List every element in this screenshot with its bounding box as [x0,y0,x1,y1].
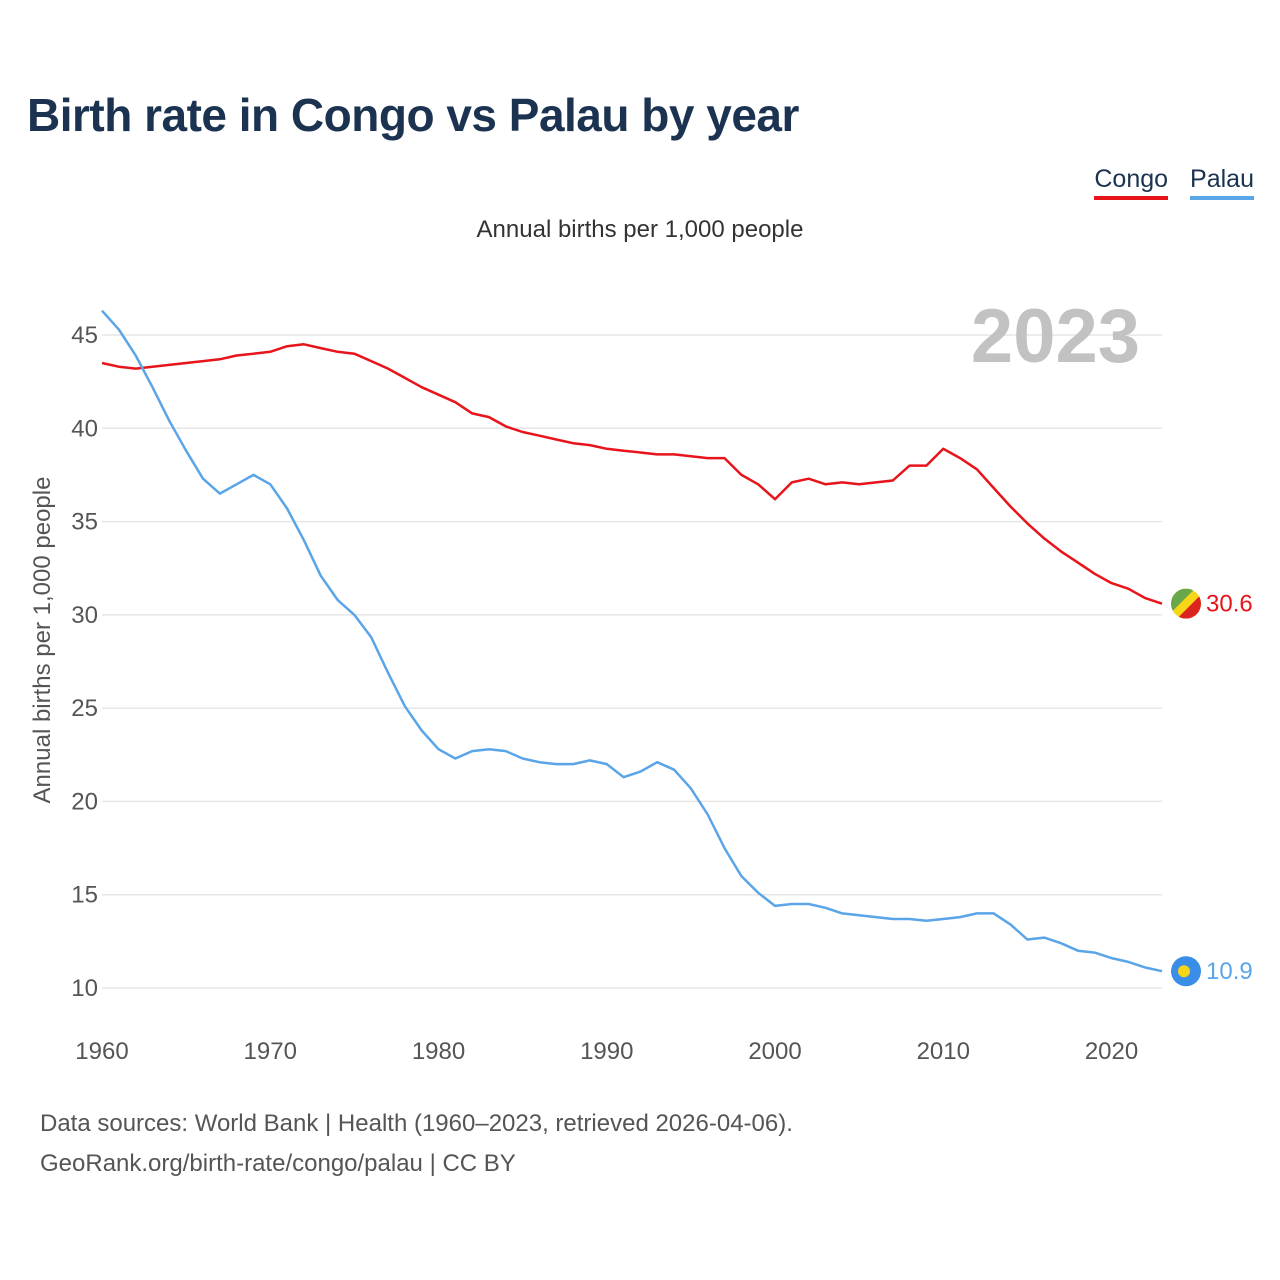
flag-stripe-red [1177,594,1201,619]
x-tick-label-2020: 2020 [1085,1038,1138,1065]
x-tick-label-2000: 2000 [748,1038,801,1065]
y-axis-label: Annual births per 1,000 people [29,477,56,804]
legend-item-congo[interactable]: Congo [1094,164,1169,200]
x-tick-label-1980: 1980 [412,1038,465,1065]
footer-link[interactable]: GeoRank.org/birth-rate/congo/palau | CC … [40,1150,516,1177]
legend-label-palau: Palau [1190,165,1254,193]
palau-flag-moon [1178,965,1190,978]
y-tick-label-15: 15 [71,882,98,909]
series-line-congo [101,343,1163,605]
y-tick-label-10: 10 [71,975,98,1002]
y-tick-label-25: 25 [71,695,98,722]
x-tick-label-1990: 1990 [580,1038,633,1065]
y-tick-label-45: 45 [71,322,98,349]
x-tick-label-1960: 1960 [75,1038,128,1065]
y-tick-label-35: 35 [71,509,98,536]
gridlines [102,334,1162,989]
series-line-palau [101,309,1163,973]
congo-flag-icon [1171,588,1201,619]
series-lines [101,309,1163,973]
end-value-label-congo: 30.6 [1206,591,1253,618]
x-tick-label-2010: 2010 [917,1038,970,1065]
end-markers: 30.6 10.9 [1171,588,1253,987]
footer: Data sources: World Bank | Health (1960–… [40,1104,793,1184]
year-watermark: 2023 [971,294,1140,379]
chart-subtitle: Annual births per 1,000 people [476,216,804,243]
y-tick-label-30: 30 [71,602,98,629]
legend-label-congo: Congo [1094,165,1169,193]
end-value-label-palau: 10.9 [1206,958,1253,985]
y-axis-ticks: 10 15 20 25 30 35 40 45 [71,322,98,1002]
footer-sources: Data sources: World Bank | Health (1960–… [40,1110,793,1137]
chart-title: Birth rate in Congo vs Palau by year [27,89,799,141]
x-tick-label-1970: 1970 [244,1038,297,1065]
y-tick-label-40: 40 [71,415,98,442]
flag-stripe-green [1171,588,1195,613]
y-tick-label-20: 20 [71,788,98,815]
x-axis-ticks: 1960 1970 1980 1990 2000 2010 2020 [75,1038,1138,1065]
legend: Congo Palau [1094,164,1254,200]
legend-item-palau[interactable]: Palau [1190,164,1254,200]
